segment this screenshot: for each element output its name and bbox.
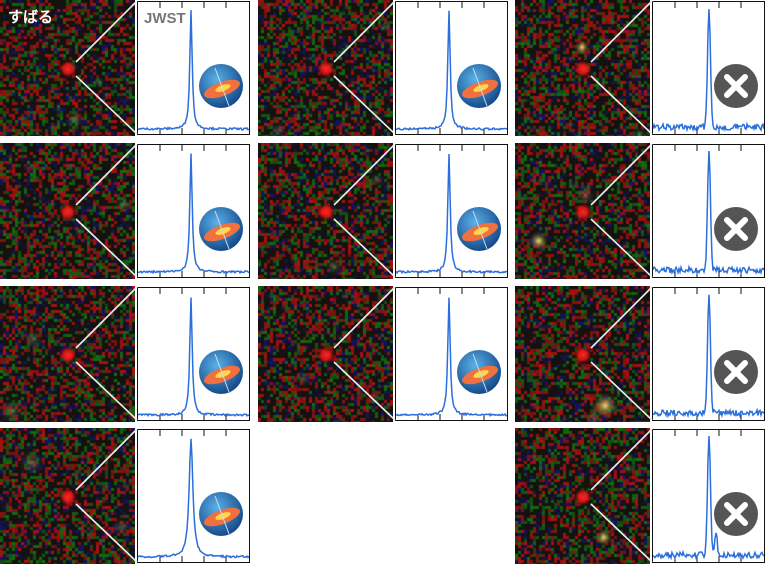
spectrum-line xyxy=(137,10,250,132)
sky-image xyxy=(515,428,650,564)
spectrum-line xyxy=(395,297,508,417)
spectrum-line xyxy=(652,435,765,561)
spectrum-plot xyxy=(652,144,765,278)
spectrum-plot xyxy=(652,287,765,421)
panel-pair xyxy=(258,0,508,136)
disk-icon xyxy=(199,492,243,536)
panel-pair: すばる JWST xyxy=(0,0,250,136)
spectrum-line xyxy=(137,438,250,559)
spectrum-line xyxy=(652,9,765,133)
spectrum-plot xyxy=(395,1,508,135)
spectrum-line xyxy=(396,10,508,131)
panel-pair xyxy=(0,286,250,422)
cross-icon xyxy=(714,64,758,108)
spectrum-line xyxy=(652,294,765,419)
disk-icon xyxy=(199,350,243,394)
panel-pair xyxy=(0,143,250,279)
sky-image xyxy=(0,143,135,279)
spectrum-plot xyxy=(137,287,250,421)
disk-icon xyxy=(199,64,243,108)
sky-image xyxy=(515,143,650,279)
spectrum-line xyxy=(395,153,508,275)
sky-image xyxy=(0,428,135,564)
cross-icon xyxy=(714,350,758,394)
spectrum-plot xyxy=(395,287,508,421)
cross-icon xyxy=(714,492,758,536)
spectrum-plot xyxy=(137,144,250,278)
subaru-label: すばる xyxy=(8,9,54,26)
spectrum-plot xyxy=(137,429,250,563)
sky-image xyxy=(258,143,393,279)
panel-pair xyxy=(0,428,250,564)
spectrum-line xyxy=(137,297,250,417)
sky-image xyxy=(258,0,393,136)
panel-pair xyxy=(258,286,508,422)
spectrum-plot xyxy=(137,1,250,135)
panel-pair xyxy=(515,0,765,136)
sky-image xyxy=(515,0,650,136)
spectrum-line xyxy=(652,150,765,276)
spectrum-plot xyxy=(395,144,508,278)
panel-pair xyxy=(515,286,765,422)
spectrum-line xyxy=(137,153,250,275)
jwst-label: JWST xyxy=(144,10,186,27)
disk-icon xyxy=(457,207,501,251)
panel-pair xyxy=(515,143,765,279)
cross-icon xyxy=(714,207,758,251)
spectrum-plot xyxy=(652,1,765,135)
sky-image xyxy=(258,286,393,422)
disk-icon xyxy=(199,207,243,251)
panel-pair xyxy=(515,428,765,564)
sky-image xyxy=(515,286,650,422)
spectrum-plot xyxy=(652,429,765,563)
panel-pair xyxy=(258,143,508,279)
disk-icon xyxy=(457,350,501,394)
sky-image xyxy=(0,286,135,422)
disk-icon xyxy=(457,64,501,108)
